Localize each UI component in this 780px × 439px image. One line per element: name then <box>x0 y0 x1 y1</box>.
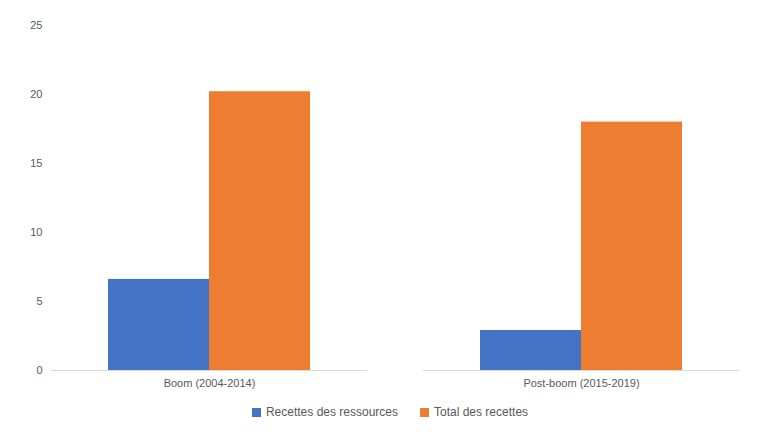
svg-text:25: 25 <box>30 19 42 31</box>
html-text:Recettes des ressources: Recettes des ressources <box>265 405 398 419</box>
svg-text:0: 0 <box>36 364 42 376</box>
svg-text:5: 5 <box>36 295 42 307</box>
svg-text:15: 15 <box>30 157 42 169</box>
html-text:Total des recettes: Total des recettes <box>434 405 529 419</box>
svg-text:20: 20 <box>30 88 42 100</box>
svg-text:10: 10 <box>30 226 42 238</box>
svg-text:Boom (2004-2014): Boom (2004-2014) <box>164 377 256 389</box>
svg-text:Post-boom (2015-2019): Post-boom (2015-2019) <box>523 377 639 389</box>
